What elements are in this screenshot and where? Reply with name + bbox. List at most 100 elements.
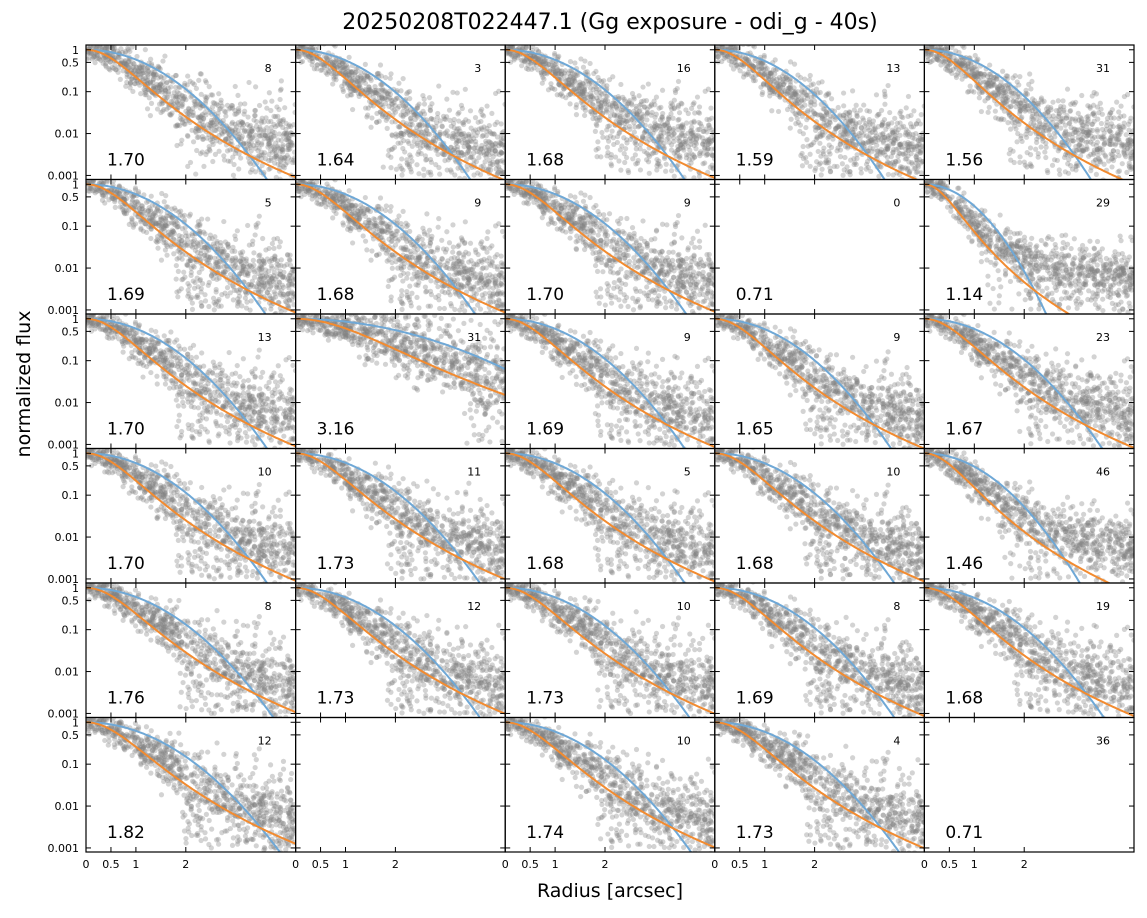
data-point — [400, 76, 406, 82]
data-point — [288, 130, 294, 136]
data-point — [416, 101, 422, 107]
data-point — [451, 132, 457, 138]
data-point — [332, 71, 338, 77]
data-point — [702, 177, 708, 180]
data-point — [163, 80, 170, 86]
data-point — [281, 155, 287, 161]
data-point — [422, 153, 428, 159]
data-point — [878, 147, 884, 153]
data-point — [1046, 113, 1052, 119]
data-point — [249, 128, 255, 134]
data-point — [383, 100, 389, 107]
data-point — [268, 157, 274, 163]
data-point — [416, 136, 422, 142]
data-point — [496, 88, 502, 94]
data-point — [828, 96, 835, 102]
data-point — [592, 112, 598, 118]
data-point — [456, 130, 462, 137]
data-point — [140, 67, 146, 73]
data-point — [278, 117, 284, 124]
data-point — [274, 104, 280, 110]
data-point — [891, 136, 898, 143]
panel-2: 1.643 — [295, 44, 506, 181]
data-point — [310, 55, 316, 61]
data-point — [158, 86, 164, 93]
data-point — [983, 82, 990, 88]
panel-count-label: 13 — [886, 62, 900, 75]
data-point — [1107, 109, 1114, 116]
data-point — [502, 101, 506, 107]
data-point — [815, 148, 821, 155]
data-point — [1123, 132, 1129, 138]
data-point — [218, 100, 224, 106]
data-point — [899, 124, 905, 130]
data-point — [1013, 104, 1019, 110]
data-point — [247, 122, 254, 129]
data-point — [137, 65, 143, 71]
data-point — [91, 52, 97, 58]
data-point — [156, 88, 162, 95]
data-point — [499, 150, 505, 156]
data-point — [299, 58, 306, 65]
data-point — [94, 55, 100, 61]
data-point — [208, 92, 214, 98]
data-point — [571, 75, 577, 82]
data-point — [1043, 154, 1049, 161]
data-point — [180, 276, 186, 282]
data-point — [135, 72, 141, 78]
data-point — [539, 80, 545, 86]
data-point — [199, 119, 205, 125]
data-point — [364, 73, 370, 79]
data-point — [822, 159, 828, 166]
data-point — [465, 148, 471, 154]
data-point — [436, 83, 442, 89]
data-point — [250, 134, 256, 140]
data-point — [142, 90, 149, 96]
data-point — [598, 154, 604, 160]
data-point — [400, 114, 406, 120]
data-point — [268, 124, 274, 131]
data-point — [141, 86, 147, 93]
data-point — [430, 138, 436, 144]
data-point — [237, 122, 243, 128]
data-point — [196, 134, 202, 140]
data-point — [696, 110, 703, 116]
data-point — [847, 169, 853, 175]
data-point — [280, 142, 286, 148]
data-point — [292, 159, 296, 166]
data-point — [909, 159, 915, 166]
data-point — [407, 132, 413, 138]
data-point — [123, 61, 129, 67]
data-point — [414, 142, 420, 148]
data-point — [663, 161, 669, 167]
data-point — [391, 100, 397, 106]
data-point — [1012, 73, 1018, 79]
data-point — [411, 138, 417, 144]
data-point — [816, 80, 822, 86]
data-point — [388, 154, 394, 160]
data-point — [122, 48, 128, 55]
data-point — [425, 169, 431, 175]
data-point — [895, 158, 901, 164]
data-point — [258, 118, 264, 124]
data-point — [731, 59, 737, 65]
data-point — [203, 95, 209, 102]
data-point — [817, 160, 824, 166]
data-point — [277, 122, 284, 128]
data-point — [549, 85, 556, 92]
data-point — [807, 72, 813, 79]
data-point — [1024, 91, 1031, 97]
data-point — [256, 152, 262, 159]
data-point — [261, 136, 267, 142]
data-point — [400, 112, 406, 118]
data-point — [104, 45, 110, 49]
data-point — [386, 88, 392, 94]
data-point — [176, 97, 182, 104]
data-point — [283, 131, 290, 138]
data-point — [898, 108, 904, 114]
data-point — [276, 106, 282, 113]
data-point — [164, 106, 170, 112]
data-point — [156, 84, 163, 90]
data-point — [732, 45, 738, 51]
data-point — [414, 162, 420, 168]
